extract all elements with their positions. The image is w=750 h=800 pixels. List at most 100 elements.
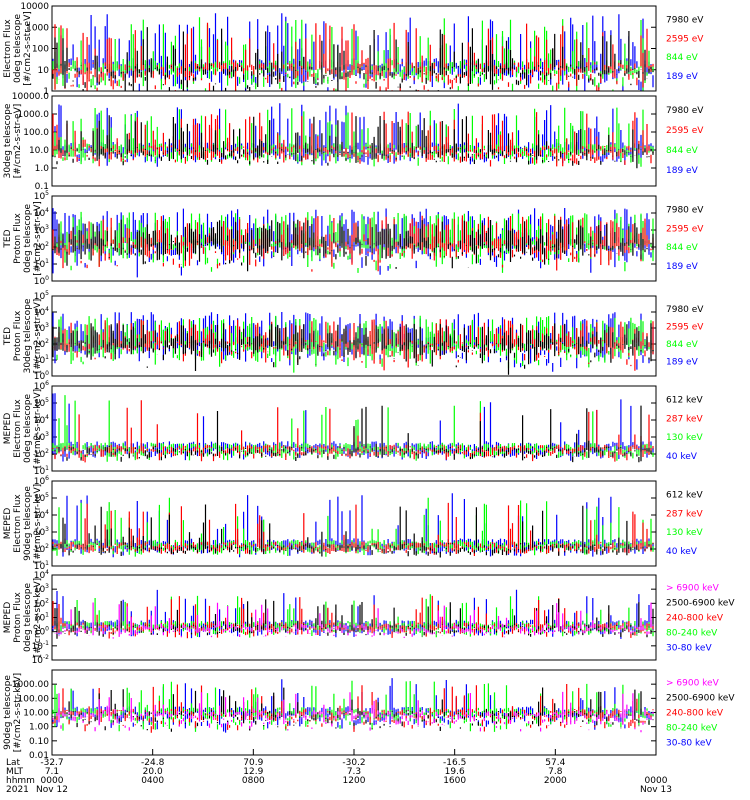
ytick-label-5-3: 104 — [34, 509, 49, 521]
legend-5-2: 130 keV — [666, 528, 703, 538]
ytick-label-0-0: 1 — [43, 87, 49, 97]
panel-frame-1 — [51, 95, 657, 187]
ylabel-4-0: MEPED — [3, 413, 13, 445]
series-2-3 — [52, 219, 654, 272]
legend-5-3: 40 keV — [666, 547, 698, 557]
ylabel-0-2: [#/cm2-s-str-eV] — [23, 11, 33, 86]
ytick-label-1-2: 10.0 — [29, 146, 49, 156]
legend-3-3: 189 eV — [666, 358, 699, 368]
xrow-label-2: hhmm — [6, 776, 35, 786]
legend-7-1: 2500-6900 keV — [666, 693, 735, 703]
legend-3-0: 7980 eV — [666, 305, 704, 315]
legend-2-2: 844 eV — [666, 243, 699, 253]
legend-7-4: 30-80 keV — [666, 738, 712, 748]
ytick-label-6-4: 102 — [34, 597, 49, 609]
ylabel-2-0: TED — [3, 229, 13, 248]
ytick-label-7-1: 0.10 — [29, 737, 49, 747]
xtick-lat-1: -24.8 — [141, 758, 165, 768]
xtick-mlt-1: 20.0 — [143, 767, 163, 777]
ylabel-6-2: 0deg telescope — [23, 583, 33, 653]
panel-frame-4 — [51, 385, 657, 472]
ytick-label-7-4: 100.00 — [18, 694, 50, 704]
ylabel-7-1: [#/cm2-s-str-keV] — [13, 673, 23, 752]
ylabel-2-3: [#/cm2-s-str-eV] — [33, 201, 43, 276]
ytick-label-4-3: 104 — [34, 414, 49, 426]
ytick-label-2-4: 104 — [34, 207, 49, 219]
ytick-label-4-1: 102 — [34, 448, 49, 460]
xtick-date-0: Nov 12 — [36, 785, 68, 795]
ytick-label-3-2: 102 — [34, 338, 49, 350]
xrow-label-1: MLT — [6, 767, 24, 777]
ylabel-4-3: [#/cm2-s-str-keV] — [33, 389, 43, 468]
xrow-label-3: 2021 — [6, 785, 29, 795]
ylabel-0-0: Electron Flux — [3, 19, 13, 78]
legend-5-0: 612 keV — [666, 491, 703, 501]
xtick-lat-5: 57.4 — [545, 758, 565, 768]
series-0-3 — [52, 27, 654, 91]
ytick-label-7-3: 10.00 — [23, 709, 49, 719]
legend-6-1: 2500-6900 keV — [666, 598, 735, 608]
legend-4-0: 612 keV — [666, 396, 703, 406]
xtick-time-1: 0400 — [141, 776, 164, 786]
legend-4-2: 130 keV — [666, 433, 703, 443]
xtick-lat-2: 70.9 — [243, 758, 263, 768]
xtick-mlt-3: 7.3 — [347, 767, 361, 777]
legend-5-1: 287 keV — [666, 509, 703, 519]
ylabel-1-1: [#/cm2-s-str-eV] — [13, 104, 23, 179]
ytick-label-5-1: 102 — [34, 543, 49, 555]
series-5-2 — [52, 502, 654, 556]
ytick-label-1-1: 1.0 — [35, 164, 50, 174]
xtick-date-6: Nov 13 — [640, 785, 672, 795]
xtick-time-6: 0000 — [645, 776, 668, 786]
legend-3-1: 2595 eV — [666, 323, 704, 333]
legend-1-2: 844 eV — [666, 146, 699, 156]
ytick-label-0-2: 100 — [32, 45, 49, 55]
ytick-label-5-0: 101 — [34, 560, 49, 572]
legend-6-2: 240-800 keV — [666, 613, 724, 623]
ytick-label-6-2: 100 — [34, 626, 49, 638]
ylabel-5-1: Electron Flux — [13, 494, 23, 553]
legend-6-4: 30-80 keV — [666, 643, 712, 653]
ytick-label-3-4: 104 — [34, 306, 49, 318]
ytick-label-4-2: 103 — [34, 431, 49, 443]
series-7-4 — [52, 691, 654, 733]
series-3-3 — [52, 323, 654, 375]
ytick-label-3-0: 100 — [34, 370, 49, 382]
series-7-3 — [52, 687, 654, 732]
ytick-label-6-1: 10-1 — [32, 640, 50, 652]
panel-frame-5 — [51, 480, 657, 567]
ytick-label-5-2: 103 — [34, 526, 49, 538]
xtick-lat-4: -16.5 — [443, 758, 466, 768]
legend-6-3: 80-240 keV — [666, 628, 718, 638]
ytick-label-3-5: 105 — [34, 290, 49, 302]
ytick-label-3-3: 103 — [34, 322, 49, 334]
legend-7-3: 80-240 keV — [666, 723, 718, 733]
ytick-label-0-4: 10000 — [20, 2, 49, 12]
xtick-lat-3: -30.2 — [342, 758, 365, 768]
ylabel-5-2: 90deg telescope — [23, 486, 33, 561]
legend-6-0: > 6900 keV — [666, 583, 720, 593]
xtick-mlt-4: 19.6 — [445, 767, 465, 777]
ylabel-5-3: [#/cm2-s-str-keV] — [33, 484, 43, 563]
xtick-time-2: 0800 — [242, 776, 265, 786]
legend-2-3: 189 eV — [666, 262, 699, 272]
ylabel-4-1: Electron Flux — [13, 399, 23, 458]
legend-0-2: 844 eV — [666, 53, 699, 63]
legend-2-0: 7980 eV — [666, 206, 704, 216]
ytick-label-7-0: 0.01 — [29, 751, 49, 761]
series-6-4 — [52, 602, 654, 639]
legend-1-0: 7980 eV — [666, 106, 704, 116]
ytick-label-7-5: 1000.00 — [12, 680, 49, 690]
ytick-label-2-5: 105 — [34, 190, 49, 202]
xtick-time-4: 1600 — [443, 776, 466, 786]
legend-7-0: > 6900 keV — [666, 678, 720, 688]
ytick-label-0-3: 1000 — [26, 23, 49, 33]
ytick-label-4-0: 101 — [34, 465, 49, 477]
legend-1-1: 2595 eV — [666, 126, 704, 136]
series-0-2 — [52, 22, 654, 91]
xtick-mlt-2: 12.9 — [243, 767, 263, 777]
legend-0-3: 189 eV — [666, 72, 699, 82]
legend-3-2: 844 eV — [666, 340, 699, 350]
ylabel-3-0: TED — [3, 327, 13, 346]
series-1-2 — [52, 111, 654, 167]
